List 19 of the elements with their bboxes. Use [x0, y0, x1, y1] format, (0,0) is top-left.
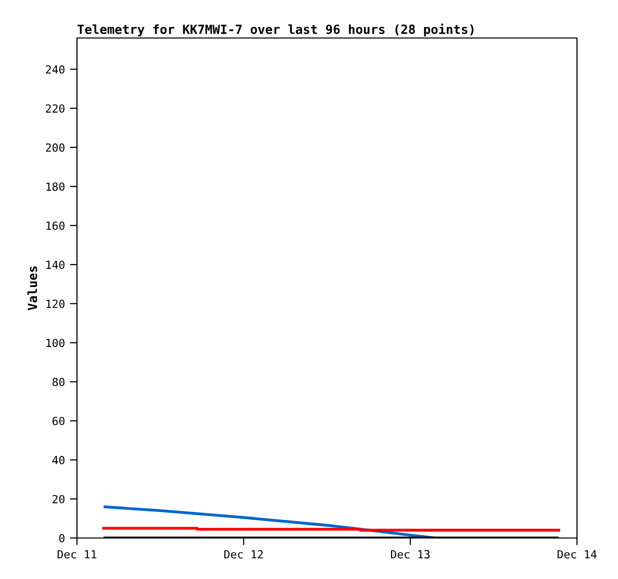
x-tick-label: Dec 11	[58, 550, 96, 558]
y-tick-label: 40	[52, 456, 64, 464]
y-tick-label: 140	[46, 260, 64, 269]
y-tick-label: 220	[46, 104, 64, 113]
y-tick-label: 100	[46, 338, 64, 348]
y-tick-label: 120	[46, 300, 64, 308]
y-tick-label: 180	[46, 182, 64, 191]
y-tick-label: 0	[59, 534, 64, 542]
y-tick-label: 240	[46, 65, 64, 74]
y-axis-title: Values	[27, 266, 38, 310]
x-tick-label: Dec 14	[558, 550, 597, 558]
y-tick-label: 20	[52, 494, 64, 504]
x-tick-label: Dec 12	[224, 550, 263, 558]
y-tick-label: 200	[46, 143, 64, 152]
y-tick-label: 80	[52, 378, 64, 386]
y-tick-label: 160	[46, 222, 64, 230]
x-tick-label: Dec 13	[391, 550, 430, 558]
y-tick-label: 60	[52, 416, 64, 426]
chart-title: Telemetry for KK7MWI-7 over last 96 hours (28 points)	[78, 24, 474, 36]
